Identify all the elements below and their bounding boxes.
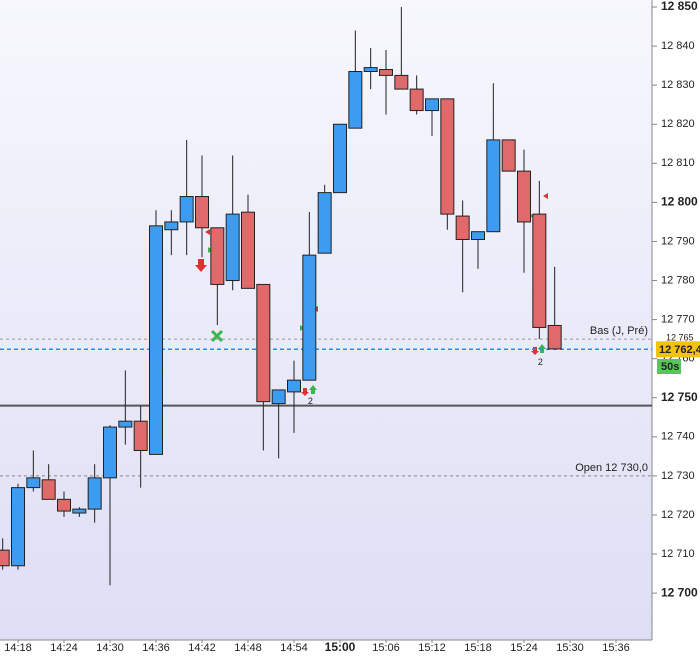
x-tick-label: 14:54: [280, 642, 308, 654]
candle-body: [501, 139, 516, 172]
buy-arrow: [538, 344, 546, 353]
candle-body: [517, 170, 531, 223]
x-tick-label: 15:30: [556, 642, 584, 654]
x-tick-label: 15:24: [510, 642, 538, 654]
y-tick-label: 12 850: [661, 0, 698, 13]
price-badge-label: 12 762,4: [659, 344, 700, 356]
y-tick-label: 12 770: [661, 314, 695, 326]
candle-body: [363, 67, 378, 73]
candle-body: [532, 213, 547, 328]
x-tick-label: 14:18: [4, 642, 32, 654]
x-tick-label: 15:36: [602, 642, 630, 654]
candle-body: [394, 74, 409, 90]
candle-body: [133, 420, 148, 452]
y-tick-label: 12 840: [661, 40, 695, 52]
x-tick-label: 14:48: [234, 642, 262, 654]
candle-body: [41, 479, 56, 500]
candle-body: [256, 283, 271, 403]
y-axis-background: [652, 0, 700, 654]
candle-body: [72, 508, 87, 514]
countdown-badge: [657, 359, 681, 374]
price-label: 12 765: [666, 333, 694, 343]
x-axis-background: [0, 640, 700, 654]
x-tick-label: 14:30: [96, 642, 124, 654]
marker-label: 2: [308, 396, 313, 406]
y-tick-label: 12 750: [661, 390, 698, 404]
y-tick-label: 12 800: [661, 195, 698, 209]
candle-body: [333, 123, 347, 194]
candle-body: [547, 324, 562, 350]
buy-arrow: [309, 385, 317, 394]
y-tick-label: 12 740: [661, 431, 695, 443]
candle-body: [471, 231, 485, 241]
candle-body: [241, 211, 255, 289]
y-tick-label: 12 830: [661, 79, 695, 91]
candle-body: [103, 426, 117, 479]
candle-body: [26, 477, 41, 489]
y-tick-label: 12 710: [661, 548, 695, 560]
x-tick-label: 14:36: [142, 642, 170, 654]
level-label: Bas (J, Pré): [590, 325, 648, 337]
countdown: 50s: [661, 361, 679, 373]
flag: [543, 193, 548, 199]
candle-body: [225, 213, 240, 282]
y-tick-label: 12 730: [661, 470, 695, 482]
candle-body: [149, 225, 163, 455]
candle-body: [302, 254, 317, 381]
candle-body: [87, 477, 102, 510]
candle-body: [486, 139, 501, 233]
x-tick-label: 15:00: [325, 640, 356, 654]
candle-body: [271, 389, 286, 405]
candle-body: [379, 69, 393, 76]
flag: [205, 229, 210, 235]
candle-body: [455, 215, 470, 241]
candle-body: [210, 227, 225, 285]
candle-body: [348, 71, 363, 129]
price-badge: [656, 341, 700, 358]
y-tick-label: 12 810: [661, 157, 695, 169]
x-tick-label: 15:18: [464, 642, 492, 654]
candle-body: [287, 379, 301, 393]
y-tick-label: 12 700: [661, 585, 698, 599]
y-tick-label: 12 780: [661, 274, 695, 286]
candle-body: [440, 98, 455, 215]
candle-body: [0, 549, 10, 567]
y-tick-label: 12 720: [661, 509, 695, 521]
candle-body: [11, 487, 25, 567]
exit-cross: [210, 329, 224, 343]
level-label: Open 12 730,0: [575, 462, 648, 474]
candle-body: [195, 196, 209, 229]
candle-body: [118, 420, 133, 428]
candle-body: [164, 221, 179, 231]
x-tick-label: 14:42: [188, 642, 216, 654]
candle-body: [317, 192, 332, 254]
candle-body: [409, 88, 424, 112]
candle-body: [179, 196, 194, 223]
sell-arrow: [301, 388, 309, 396]
x-tick-label: 15:12: [418, 642, 446, 654]
x-tick-label: 14:24: [50, 642, 78, 654]
candle-body: [425, 98, 439, 112]
sell-arrow: [195, 259, 207, 272]
y-tick-label: 12 790: [661, 235, 695, 247]
y-tick-label: 12 820: [661, 118, 695, 130]
marker-label: 2: [538, 357, 543, 367]
candle-body: [57, 498, 71, 512]
x-tick-label: 15:06: [372, 642, 400, 654]
